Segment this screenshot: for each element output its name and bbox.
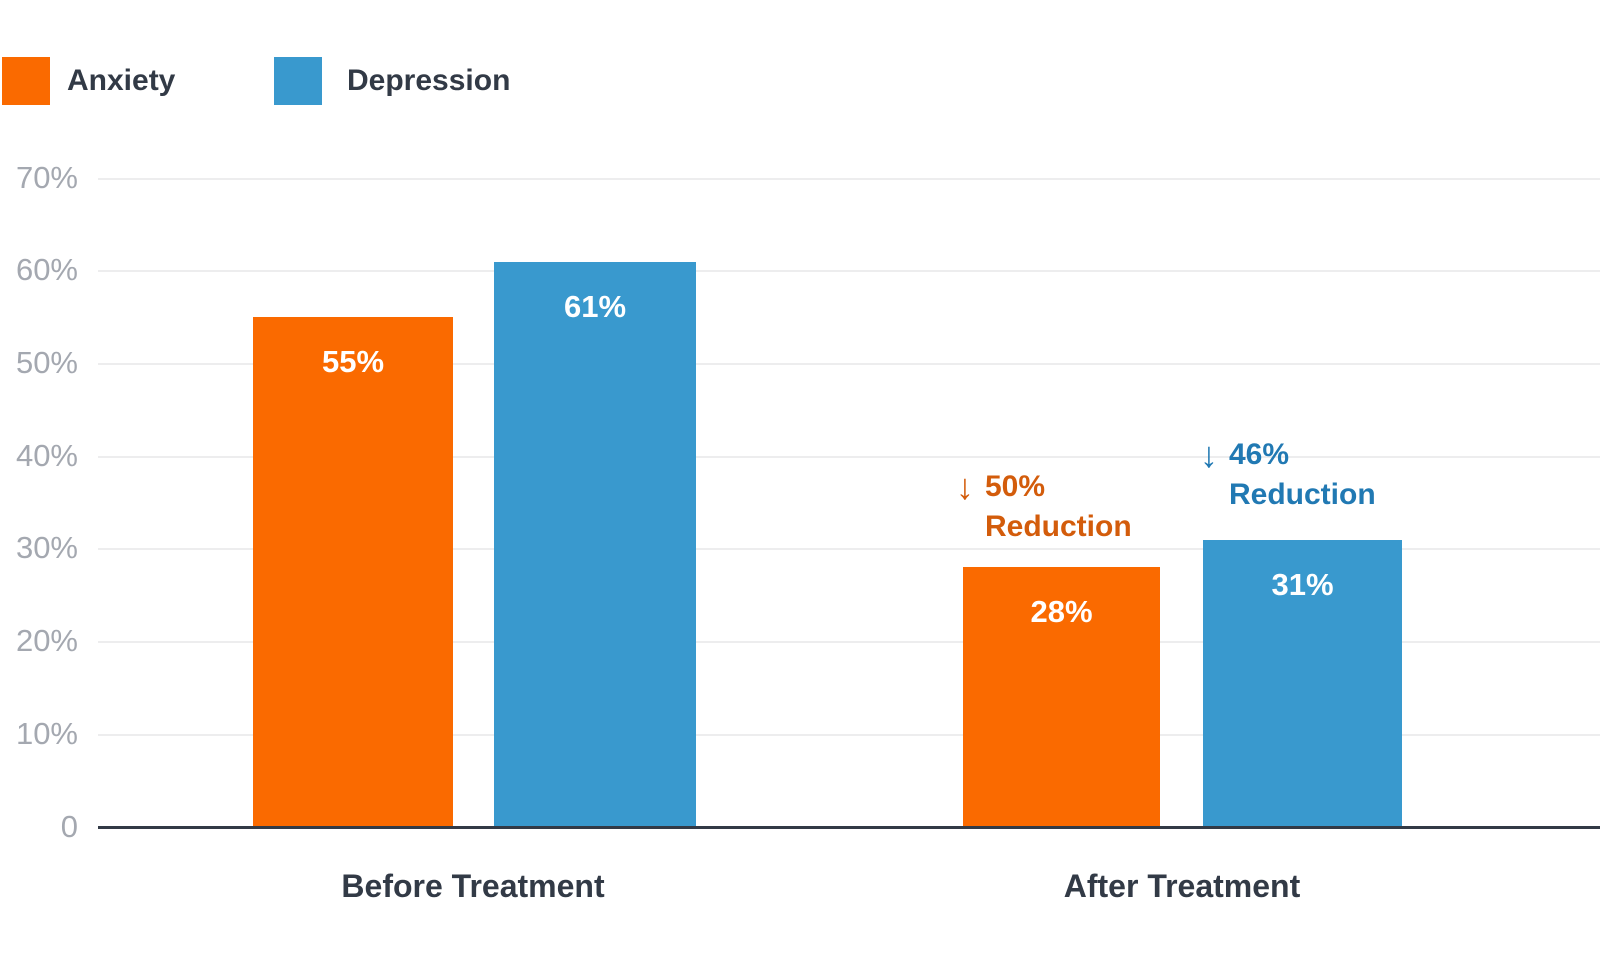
down-arrow-icon: ↓ xyxy=(956,466,974,507)
bar-anxiety-before: 55% xyxy=(253,317,453,827)
y-axis-tick-70: 70% xyxy=(15,160,78,195)
bar-anxiety-after: 28% xyxy=(963,567,1160,827)
gridline-70 xyxy=(98,178,1600,180)
annotation-text: 46% Reduction xyxy=(1229,438,1376,511)
bar-value-label: 61% xyxy=(563,289,627,324)
x-axis-line xyxy=(98,826,1600,829)
category-label-before-treatment: Before Treatment xyxy=(341,868,605,904)
bar-depression-after: 31% xyxy=(1203,540,1402,827)
bar-value-label: 31% xyxy=(1271,567,1334,602)
y-axis-tick-30: 30% xyxy=(15,530,78,565)
annotation-text: 50% Reduction xyxy=(985,470,1132,543)
legend-item-depression: Depression xyxy=(274,57,510,105)
depression-legend-swatch xyxy=(274,57,322,105)
anxiety-legend-swatch xyxy=(2,57,50,105)
y-axis-tick-20: 20% xyxy=(15,623,78,658)
category-label-after-treatment: After Treatment xyxy=(1063,868,1301,904)
down-arrow-icon: ↓ xyxy=(1200,434,1218,475)
y-axis-tick-0: 0 xyxy=(60,809,78,844)
annotation-depression-reduction: ↓ 46% Reduction xyxy=(1200,435,1397,515)
anxiety-legend-label: Anxiety xyxy=(67,64,176,97)
gridline-50 xyxy=(98,363,1600,365)
gridline-40 xyxy=(98,456,1600,458)
gridline-20 xyxy=(98,641,1600,643)
bar-depression-before: 61% xyxy=(494,262,696,827)
y-axis-tick-60: 60% xyxy=(15,252,78,287)
y-axis-tick-40: 40% xyxy=(15,438,78,473)
y-axis-tick-50: 50% xyxy=(15,345,78,380)
legend-item-anxiety: Anxiety xyxy=(2,57,175,105)
gridline-10 xyxy=(98,734,1600,736)
gridline-60 xyxy=(98,270,1600,272)
bar-value-label: 55% xyxy=(321,344,385,379)
gridline-30 xyxy=(98,548,1600,550)
depression-legend-label: Depression xyxy=(347,64,511,97)
y-axis-tick-10: 10% xyxy=(15,716,78,751)
bar-value-label: 28% xyxy=(1030,594,1093,629)
annotation-anxiety-reduction: ↓ 50% Reduction xyxy=(956,467,1153,547)
